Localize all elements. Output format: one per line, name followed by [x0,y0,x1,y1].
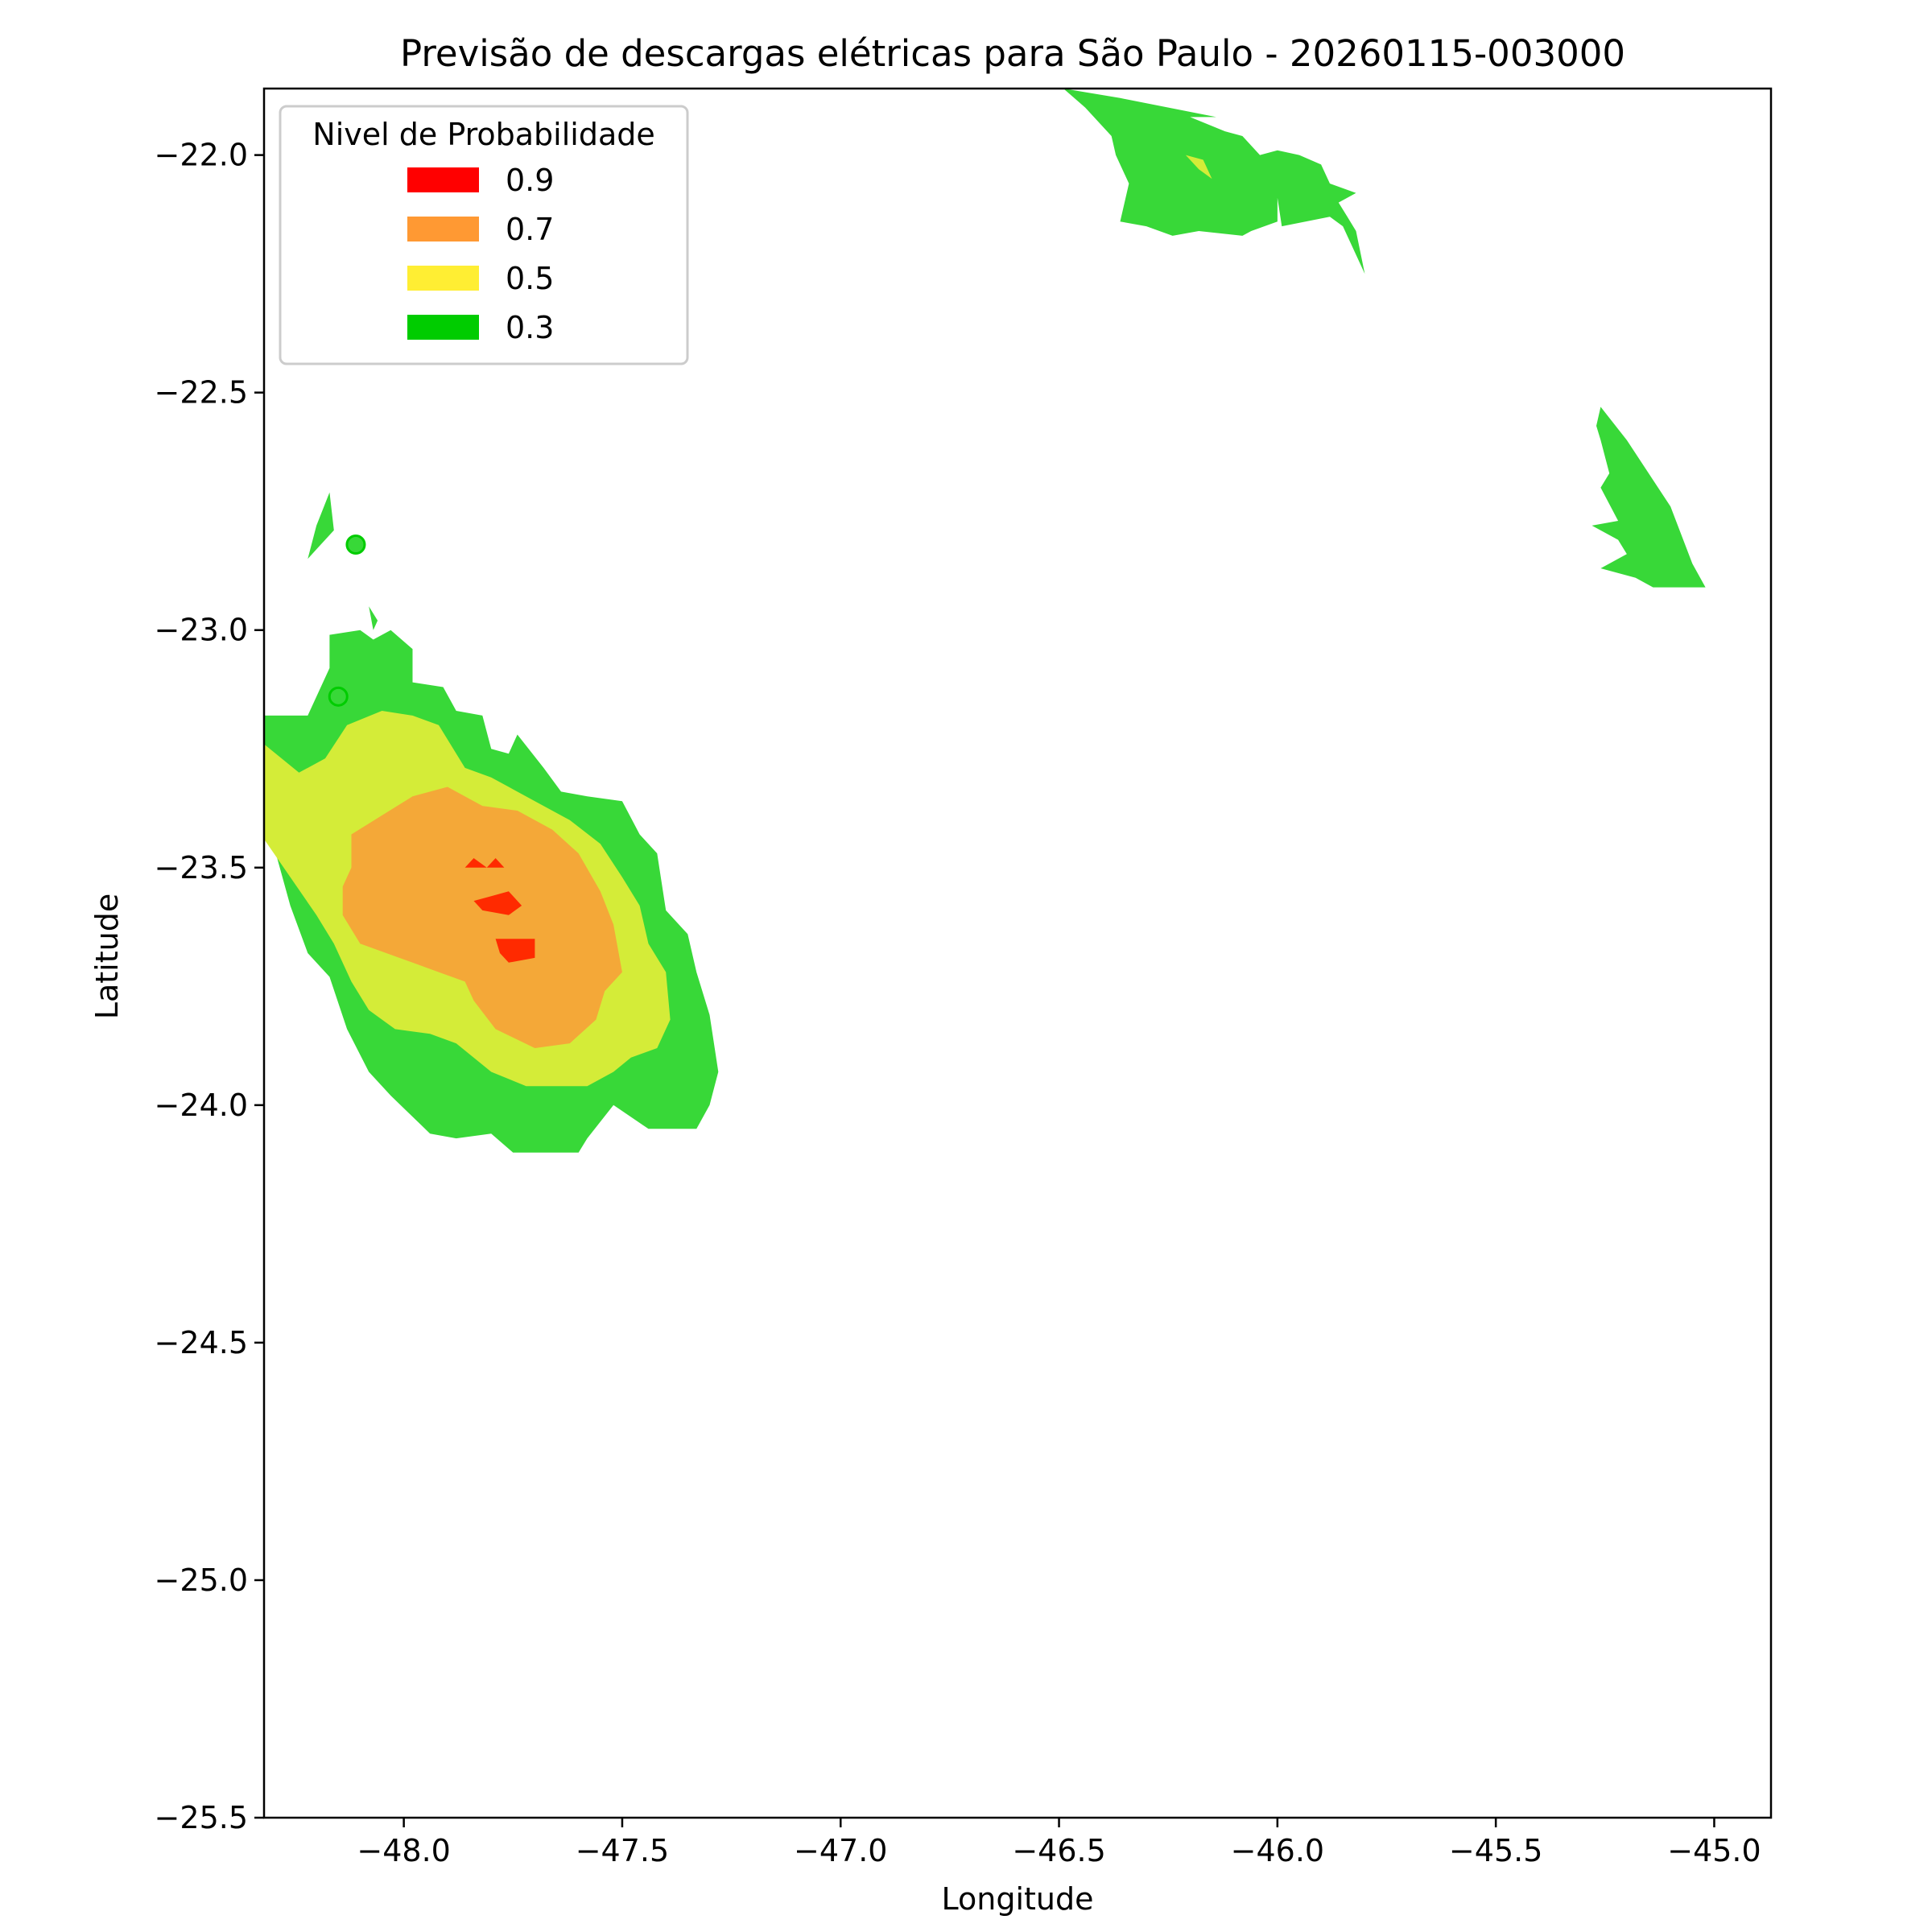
y-axis: −22.0 −22.5 −23.0 −23.5 −24.0 −24.5 −25.0 −25.5 [155,138,264,1835]
legend-label-0.7: 0.7 [506,212,554,247]
contour-region-core-2 [473,891,522,915]
x-axis-label: Longitude [942,1881,1094,1917]
x-tick-label: −48.0 [357,1833,450,1868]
legend-label-0.3: 0.3 [506,310,554,345]
y-tick-label: −25.5 [155,1800,248,1835]
x-tick-label: −46.5 [1012,1833,1105,1868]
legend-label-0.9: 0.9 [506,163,554,198]
legend-swatch-0.5 [407,266,479,291]
y-tick-label: −23.5 [155,850,248,886]
x-axis: −48.0 −47.5 −47.0 −46.5 −46.0 −45.5 −45.0 [357,1818,1761,1868]
contour-blob-1 [345,535,366,555]
y-axis-label: Latitude [89,894,125,1019]
x-tick-label: −46.0 [1231,1833,1324,1868]
y-tick-label: −24.5 [155,1325,248,1360]
contour-region-nw-fragment-1 [308,492,334,559]
y-tick-label: −25.0 [155,1563,248,1598]
contour-region-core-3 [495,939,535,963]
x-tick-label: −47.0 [794,1833,887,1868]
x-tick-label: −45.0 [1667,1833,1761,1868]
contour-region-north-cell-spot [1185,155,1212,180]
x-tick-label: −47.5 [576,1833,669,1868]
legend-frame [279,105,689,365]
contour-region-nw-fragment-2 [369,606,378,630]
axes-frame [262,87,1773,1819]
chart-title: Previsão de descargas elétricas para São… [400,32,1625,75]
y-tick-label: −22.0 [155,138,248,173]
legend-swatch-0.7 [407,217,479,242]
plot-area [264,89,1706,1153]
legend-title: Nivel de Probabilidade [312,117,654,152]
contour-region-main-cell-inner [342,786,622,1048]
legend-label-0.5: 0.5 [506,261,554,296]
contour-region-east-strip [1591,407,1706,588]
y-tick-label: −23.0 [155,613,248,648]
contour-blob-2 [328,686,349,707]
legend: Nivel de Probabilidade 0.9 0.7 0.5 0.3 [279,105,689,365]
x-tick-label: −45.5 [1449,1833,1542,1868]
contour-region-north-cell [1063,89,1365,275]
y-tick-label: −22.5 [155,375,248,411]
legend-swatch-0.9 [407,167,479,192]
y-tick-label: −24.0 [155,1088,248,1123]
legend-swatch-0.3 [407,315,479,340]
contour-region-core-1 [464,858,505,868]
